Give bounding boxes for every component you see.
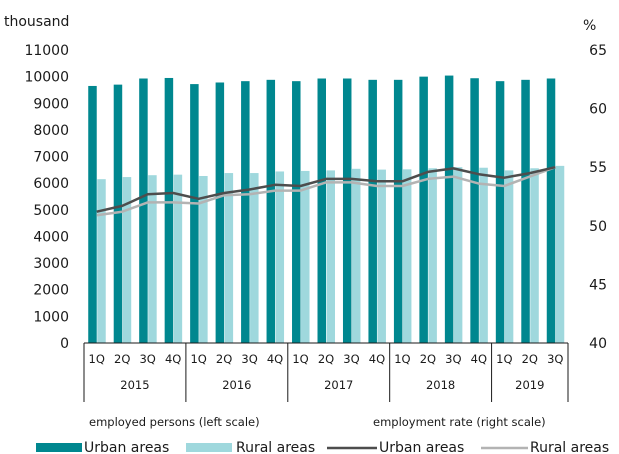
bar-urban-areas <box>546 78 556 343</box>
bar-rural-areas <box>224 173 234 343</box>
bar-urban-areas <box>139 78 148 343</box>
left-tick-label: 9000 <box>33 96 69 112</box>
quarter-label: 3Q <box>343 352 359 366</box>
bar-rural-areas <box>250 173 259 343</box>
bar-rural-areas <box>555 165 565 343</box>
bar-rural-areas <box>530 168 539 343</box>
left-tick-label: 8000 <box>33 123 69 139</box>
right-tick-label: 40 <box>589 336 607 352</box>
bar-urban-areas <box>419 76 428 344</box>
bar-rural-areas <box>479 167 488 343</box>
bar-rural-areas <box>326 170 335 343</box>
left-axis-ticks: 0 1000 2000 3000 4000 5000 6000 7000 8000 9000 100… <box>24 43 69 352</box>
year-label: 2017 <box>324 378 353 392</box>
bar-urban-areas <box>495 81 505 343</box>
right-axis-unit: % <box>583 18 596 34</box>
right-tick-label: 60 <box>589 102 607 118</box>
quarter-label: 3Q <box>241 352 257 366</box>
legend: Urban areas Rural areas Urban areas Rura… <box>36 440 609 454</box>
bar-rural-areas <box>428 168 437 343</box>
bar-urban-areas <box>266 79 276 343</box>
bar-rural-areas <box>97 179 106 343</box>
bar-urban-areas <box>342 78 352 343</box>
left-tick-label: 6000 <box>33 176 69 192</box>
bar-rural-areas <box>377 169 386 343</box>
quarter-label: 2Q <box>420 352 436 366</box>
quarter-label: 3Q <box>139 352 155 366</box>
line-urban-areas <box>96 165 556 213</box>
right-scale-note: employment rate (right scale) <box>373 415 546 429</box>
year-label: 2015 <box>120 378 149 392</box>
year-label: 2018 <box>426 378 455 392</box>
year-label: 2016 <box>222 378 251 392</box>
quarter-label: 1Q <box>496 352 512 366</box>
legend-label-rural-bar: Rural areas <box>236 440 315 454</box>
left-tick-label: 10000 <box>24 70 69 86</box>
bar-urban-areas <box>215 82 225 343</box>
left-tick-label: 2000 <box>33 283 69 299</box>
left-axis-unit: thousand <box>4 14 69 30</box>
quarter-label: 4Q <box>165 352 181 366</box>
right-tick-label: 65 <box>589 43 607 59</box>
left-tick-label: 7000 <box>33 150 69 166</box>
quarter-label: 4Q <box>369 352 385 366</box>
quarter-label: 4Q <box>471 352 487 366</box>
bar-urban-areas <box>470 78 479 343</box>
bar-rural-areas <box>301 170 310 343</box>
bar-rural-areas <box>453 167 463 343</box>
quarter-label: 2Q <box>216 352 232 366</box>
left-tick-label: 1000 <box>33 309 69 325</box>
bar-rural-areas <box>122 177 132 343</box>
bar-urban-areas <box>190 84 199 343</box>
bar-urban-areas <box>521 79 530 343</box>
line-series <box>96 165 556 217</box>
quarter-label: 2Q <box>318 352 334 366</box>
line-rural-areas <box>96 166 556 217</box>
quarter-label: 1Q <box>190 352 206 366</box>
bar-urban-areas <box>164 77 174 343</box>
right-tick-label: 50 <box>589 219 607 235</box>
bar-urban-areas <box>368 79 377 343</box>
legend-swatch-urban-bar <box>36 443 82 452</box>
right-axis-ticks: 40 45 50 55 60 65 <box>589 43 607 352</box>
bar-rural-areas <box>275 171 285 343</box>
quarter-label: 2Q <box>114 352 130 366</box>
left-tick-label: 11000 <box>24 43 69 59</box>
bar-rural-areas <box>402 169 412 343</box>
category-axis: 1Q 2Q 3Q 4Q 1Q 2Q 3Q 4Q 1Q 2Q 3Q 4Q 1Q 2Q 3Q 4Q 1Q 2Q 3Q20… <box>83 343 569 402</box>
bar-rural-areas <box>504 170 514 343</box>
quarter-label: 1Q <box>292 352 308 366</box>
bar-urban-areas <box>113 84 123 344</box>
left-scale-note: employed persons (left scale) <box>89 415 260 429</box>
quarter-label: 3Q <box>547 352 563 366</box>
bar-rural-areas <box>148 175 157 343</box>
bar-urban-areas <box>317 78 326 343</box>
quarter-label: 1Q <box>89 352 105 366</box>
left-tick-label: 4000 <box>33 229 69 245</box>
bar-rural-areas <box>351 168 361 343</box>
bar-urban-areas <box>393 79 403 343</box>
legend-label-rural-line: Rural areas <box>530 440 609 454</box>
year-label: 2019 <box>515 378 544 392</box>
quarter-label: 4Q <box>267 352 283 366</box>
bar-series <box>88 75 565 344</box>
left-tick-label: 3000 <box>33 256 69 272</box>
right-tick-label: 45 <box>589 277 607 293</box>
bar-urban-areas <box>444 75 454 343</box>
bar-urban-areas <box>241 81 250 343</box>
right-tick-label: 55 <box>589 160 607 176</box>
bar-rural-areas <box>199 175 208 343</box>
bar-urban-areas <box>88 85 97 343</box>
left-tick-label: 0 <box>60 336 69 352</box>
quarter-label: 2Q <box>522 352 538 366</box>
bar-urban-areas <box>292 81 301 343</box>
legend-swatch-rural-bar <box>186 443 232 452</box>
legend-label-urban-bar: Urban areas <box>84 440 169 454</box>
left-tick-label: 5000 <box>33 203 69 219</box>
quarter-label: 3Q <box>445 352 461 366</box>
bar-rural-areas <box>173 174 183 343</box>
legend-label-urban-line: Urban areas <box>379 440 464 454</box>
quarter-label: 1Q <box>394 352 410 366</box>
